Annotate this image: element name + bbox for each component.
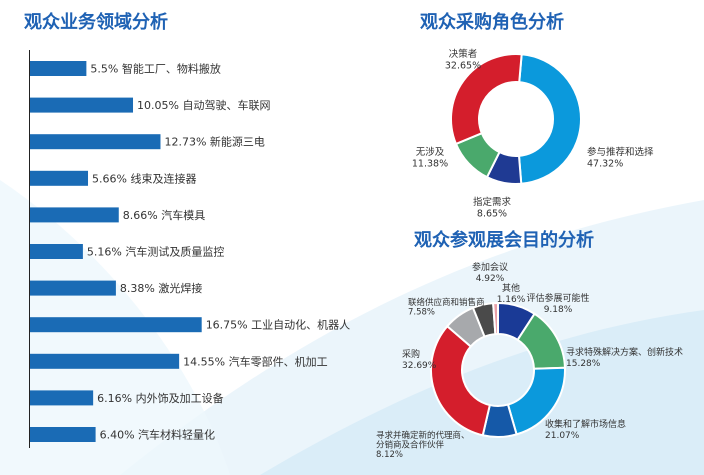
slice-label: 8.65% — [477, 209, 507, 220]
bar — [30, 207, 119, 223]
bar-label: 5.16% 汽车测试及质量监控 — [87, 245, 224, 259]
slice-label: 32.65% — [445, 61, 481, 72]
bar-label: 6.16% 内外饰及加工设备 — [97, 391, 223, 405]
bar — [30, 61, 87, 76]
bar — [30, 427, 96, 442]
donut-slice — [517, 53, 582, 185]
slice-label: 其他 — [502, 282, 520, 294]
slice-label: 7.58% — [408, 308, 435, 318]
slice-label: 15.28% — [566, 359, 601, 369]
slice-label: 寻求特殊解决方案、创新技术 — [566, 346, 683, 358]
role-title: 观众采购角色分析 — [420, 12, 564, 33]
slice-label: 21.07% — [545, 431, 580, 441]
slice-label: 寻求并确定新的代理商、 — [376, 430, 470, 441]
bar-label: 5.66% 线束及连接器 — [92, 171, 196, 185]
donut-slice — [492, 301, 499, 336]
slice-label: 分销商及合作伙伴 — [376, 440, 445, 451]
slice-label: 评估参展可能性 — [526, 292, 589, 304]
bar — [30, 97, 134, 113]
slice-label: 采购 — [402, 348, 420, 360]
slice-label: 参加会议 — [472, 261, 508, 273]
bar-label: 8.38% 激光焊接 — [120, 281, 202, 295]
bar-label: 6.40% 汽车材料轻量化 — [100, 428, 215, 442]
donut-slice — [430, 324, 492, 437]
bar-label: 5.5% 智能工厂、物料搬放 — [90, 62, 220, 76]
bar — [30, 390, 94, 406]
slice-label: 4.92% — [476, 274, 505, 284]
business-title: 观众业务领域分析 — [24, 12, 168, 33]
bar — [30, 244, 83, 259]
bar-label: 14.55% 汽车零部件、机加工 — [183, 354, 327, 368]
slice-label: 8.12% — [376, 450, 403, 460]
slice-label: 决策者 — [449, 48, 478, 60]
bar-label: 16.75% 工业自动化、机器人 — [206, 318, 350, 332]
donut-slice — [450, 53, 523, 146]
bar — [30, 280, 116, 296]
bar — [30, 353, 180, 369]
bar — [30, 134, 161, 150]
bar — [30, 170, 89, 186]
slice-label: 11.38% — [412, 159, 448, 170]
slice-label: 1.16% — [497, 295, 526, 305]
slice-label: 9.18% — [544, 305, 573, 315]
slice-label: 联络供应商和销售商 — [408, 297, 485, 308]
bar-label: 12.73% 新能源三电 — [164, 135, 264, 149]
slice-label: 无涉及 — [416, 146, 445, 158]
purpose-title: 观众参观展会目的分析 — [414, 230, 594, 251]
slice-label: 参与推荐和选择 — [587, 146, 654, 158]
business-bar-chart: 5.5% 智能工厂、物料搬放 10.05% 自动驾驶、车联网 12.73% 新能源三… — [29, 50, 350, 448]
bar — [30, 317, 202, 333]
bar-label: 10.05% 自动驾驶、车联网 — [137, 98, 270, 112]
slice-label: 47.32% — [587, 159, 623, 170]
slice-label: 收集和了解市场信息 — [545, 418, 626, 430]
bar-label: 8.66% 汽车模具 — [123, 208, 205, 222]
slice-label: 32.69% — [402, 361, 437, 371]
slice-label: 指定需求 — [473, 196, 512, 208]
